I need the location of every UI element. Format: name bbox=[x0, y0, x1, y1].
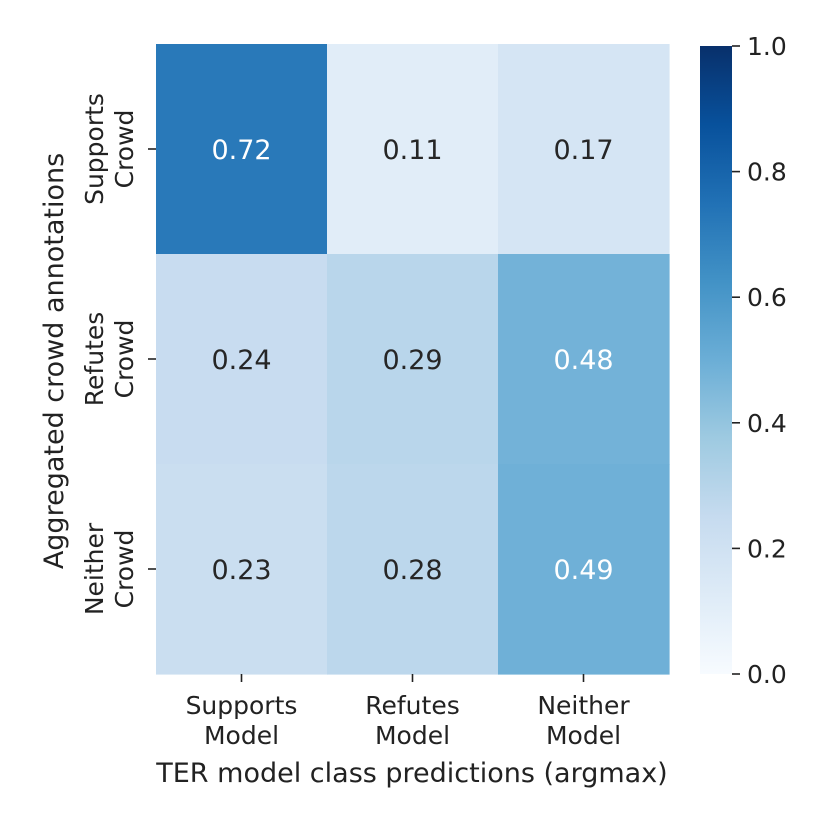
colorbar-tick-label: 0.6 bbox=[747, 283, 787, 312]
x-tick-label: Refutes Model bbox=[365, 691, 459, 750]
heatmap-cell bbox=[498, 464, 670, 675]
y-tick-label: RefutesCrowd bbox=[80, 312, 139, 406]
cell-value-label: 0.17 bbox=[553, 135, 613, 166]
colorbar-tick-label: 0.8 bbox=[747, 158, 787, 187]
x-tick-label: Neither Model bbox=[537, 691, 630, 750]
cell-value-label: 0.11 bbox=[382, 135, 442, 166]
heatmap-cell bbox=[156, 44, 328, 255]
cell-value-label: 0.49 bbox=[553, 555, 613, 586]
cell-value-label: 0.23 bbox=[211, 555, 271, 586]
heatmap-cells bbox=[156, 44, 670, 675]
y-axis-label: Aggregated crowd annotations bbox=[39, 153, 70, 569]
heatmap-cell bbox=[327, 254, 499, 465]
colorbar-tick-label: 0.4 bbox=[747, 409, 787, 438]
heatmap-cell bbox=[156, 464, 328, 675]
heatmap-cell bbox=[498, 44, 670, 255]
heatmap-cell bbox=[498, 254, 670, 465]
x-axis-label: TER model class predictions (argmax) bbox=[155, 758, 667, 789]
cell-value-label: 0.28 bbox=[382, 555, 442, 586]
cell-value-label: 0.48 bbox=[553, 345, 613, 376]
colorbar-ticks: 0.0 0.2 0.4 0.6 0.8 1.0 bbox=[732, 32, 787, 689]
cell-value-labels: 0.72 0.11 0.17 0.24 0.29 0.48 0.23 0.28 0.49 bbox=[211, 135, 613, 586]
cell-value-label: 0.29 bbox=[382, 345, 442, 376]
colorbar bbox=[700, 46, 732, 674]
y-tick-label: SupportsCrowd bbox=[80, 93, 139, 205]
x-axis-ticks: Supports Model Refutes Model Neither Model bbox=[186, 674, 630, 750]
cell-value-label: 0.72 bbox=[211, 135, 271, 166]
y-axis-ticks: SupportsCrowd RefutesCrowd NeitherCrowd bbox=[80, 93, 156, 615]
y-tick-label: NeitherCrowd bbox=[80, 522, 139, 615]
colorbar-tick-label: 0.0 bbox=[747, 660, 787, 689]
cell-value-label: 0.24 bbox=[211, 345, 271, 376]
x-tick-label: Supports Model bbox=[186, 691, 298, 750]
heatmap-cell bbox=[327, 44, 499, 255]
heatmap-cell bbox=[327, 464, 499, 675]
colorbar-tick-label: 1.0 bbox=[747, 32, 787, 61]
heatmap-cell bbox=[156, 254, 328, 465]
colorbar-tick-label: 0.2 bbox=[747, 534, 787, 563]
